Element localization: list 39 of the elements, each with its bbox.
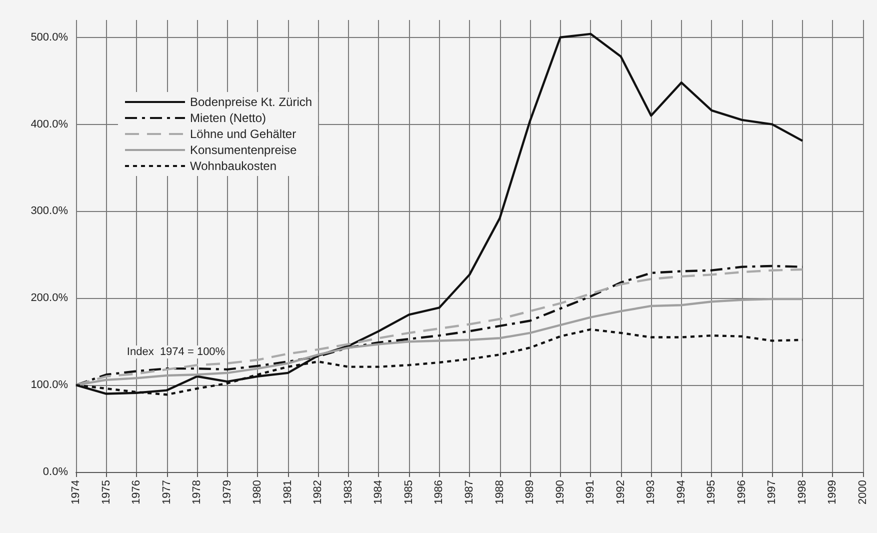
- x-tick-label: 1992: [614, 480, 627, 504]
- y-tick-label: 500.0%: [30, 31, 68, 44]
- x-tick-label: 1987: [464, 480, 476, 504]
- x-tick-label: 1985: [402, 480, 415, 504]
- x-tick-label: 1989: [524, 480, 536, 504]
- legend-label: Bodenpreise Kt. Zürich: [190, 95, 312, 109]
- x-tick-label: 1995: [706, 480, 718, 504]
- y-tick-label: 400.0%: [30, 118, 68, 130]
- y-tick-label: 100.0%: [30, 379, 68, 392]
- x-tick-label: 1991: [584, 480, 597, 504]
- annotation: Index 1974 = 100%: [126, 346, 226, 358]
- x-tick-label: 1988: [494, 480, 506, 504]
- x-tick-label: 1976: [130, 480, 143, 504]
- x-tick-label: 1999: [826, 480, 839, 504]
- x-tick-label: 2000: [857, 480, 869, 504]
- legend-label: Wohnbaukosten: [190, 159, 277, 173]
- x-tick-label: 1986: [433, 480, 446, 504]
- legend-label: Löhne und Gehälter: [190, 127, 296, 141]
- x-tick-label: 1994: [675, 480, 688, 504]
- x-tick-label: 1979: [221, 480, 234, 504]
- y-tick-label: 200.0%: [30, 292, 68, 304]
- x-tick-label: 1974: [70, 480, 82, 504]
- x-tick-label: 1982: [312, 480, 324, 504]
- x-tick-label: 1990: [554, 480, 566, 504]
- legend-label: Mieten (Netto): [190, 111, 266, 125]
- x-tick-label: 1996: [736, 480, 748, 504]
- x-tick-label: 1981: [282, 480, 294, 504]
- x-tick-label: 1980: [252, 480, 264, 504]
- x-tick-label: 1978: [191, 480, 204, 504]
- x-tick-label: 1984: [372, 480, 385, 504]
- y-tick-label: 0.0%: [42, 466, 68, 478]
- x-tick-label: 1983: [342, 480, 354, 504]
- x-tick-label: 1997: [766, 480, 778, 504]
- x-tick-label: 1993: [645, 480, 658, 504]
- y-tick-label: 300.0%: [30, 205, 68, 218]
- x-tick-label: 1977: [160, 480, 173, 504]
- legend-label: Konsumentenpreise: [190, 143, 298, 157]
- x-tick-label: 1975: [100, 480, 112, 504]
- x-tick-label: 1998: [796, 480, 808, 504]
